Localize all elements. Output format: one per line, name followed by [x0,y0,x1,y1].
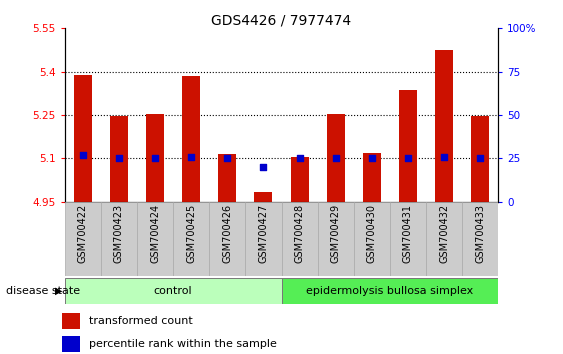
Text: GSM700426: GSM700426 [222,204,233,263]
Bar [282,278,498,304]
Point [187,154,196,160]
Bar [65,278,282,304]
Text: control: control [154,286,193,296]
Text: GSM700425: GSM700425 [186,204,196,263]
Text: GSM700427: GSM700427 [258,204,269,263]
Bar [282,202,318,276]
Point [78,152,87,158]
Point [440,154,449,160]
Text: GSM700423: GSM700423 [114,204,124,263]
Text: GSM700429: GSM700429 [330,204,341,263]
Title: GDS4426 / 7977474: GDS4426 / 7977474 [212,13,351,27]
Point [259,164,268,170]
Point [367,156,376,161]
Point [331,156,340,161]
Text: disease state: disease state [6,286,80,296]
Bar [327,114,345,202]
Text: GSM700424: GSM700424 [150,204,160,263]
Bar [74,75,92,202]
Text: GSM700432: GSM700432 [439,204,449,263]
Text: GSM700431: GSM700431 [403,204,413,263]
Point [476,156,485,161]
Text: GSM700422: GSM700422 [78,204,88,263]
Bar [390,202,426,276]
Bar [65,202,101,276]
Text: GSM700430: GSM700430 [367,204,377,263]
Bar [62,336,80,352]
Bar [471,116,489,202]
Text: GSM700433: GSM700433 [475,204,485,263]
Bar [354,202,390,276]
Text: transformed count: transformed count [89,316,193,326]
Text: GSM700428: GSM700428 [294,204,305,263]
Bar [209,202,245,276]
Bar [245,202,282,276]
Bar [399,91,417,202]
Point [404,156,413,161]
Text: epidermolysis bullosa simplex: epidermolysis bullosa simplex [306,286,473,296]
Bar [137,202,173,276]
Bar [462,202,498,276]
Bar [101,202,137,276]
Bar [173,202,209,276]
Point [223,156,232,161]
Bar [218,154,236,202]
Bar [110,116,128,202]
Bar [182,76,200,202]
Text: ▶: ▶ [55,286,62,296]
Text: percentile rank within the sample: percentile rank within the sample [89,339,277,349]
Bar [146,114,164,202]
Bar [363,153,381,202]
Bar [254,192,272,202]
Point [114,156,123,161]
Bar [318,202,354,276]
Point [295,156,304,161]
Bar [62,313,80,329]
Bar [291,157,309,202]
Bar [426,202,462,276]
Point [150,156,159,161]
Bar [435,50,453,202]
